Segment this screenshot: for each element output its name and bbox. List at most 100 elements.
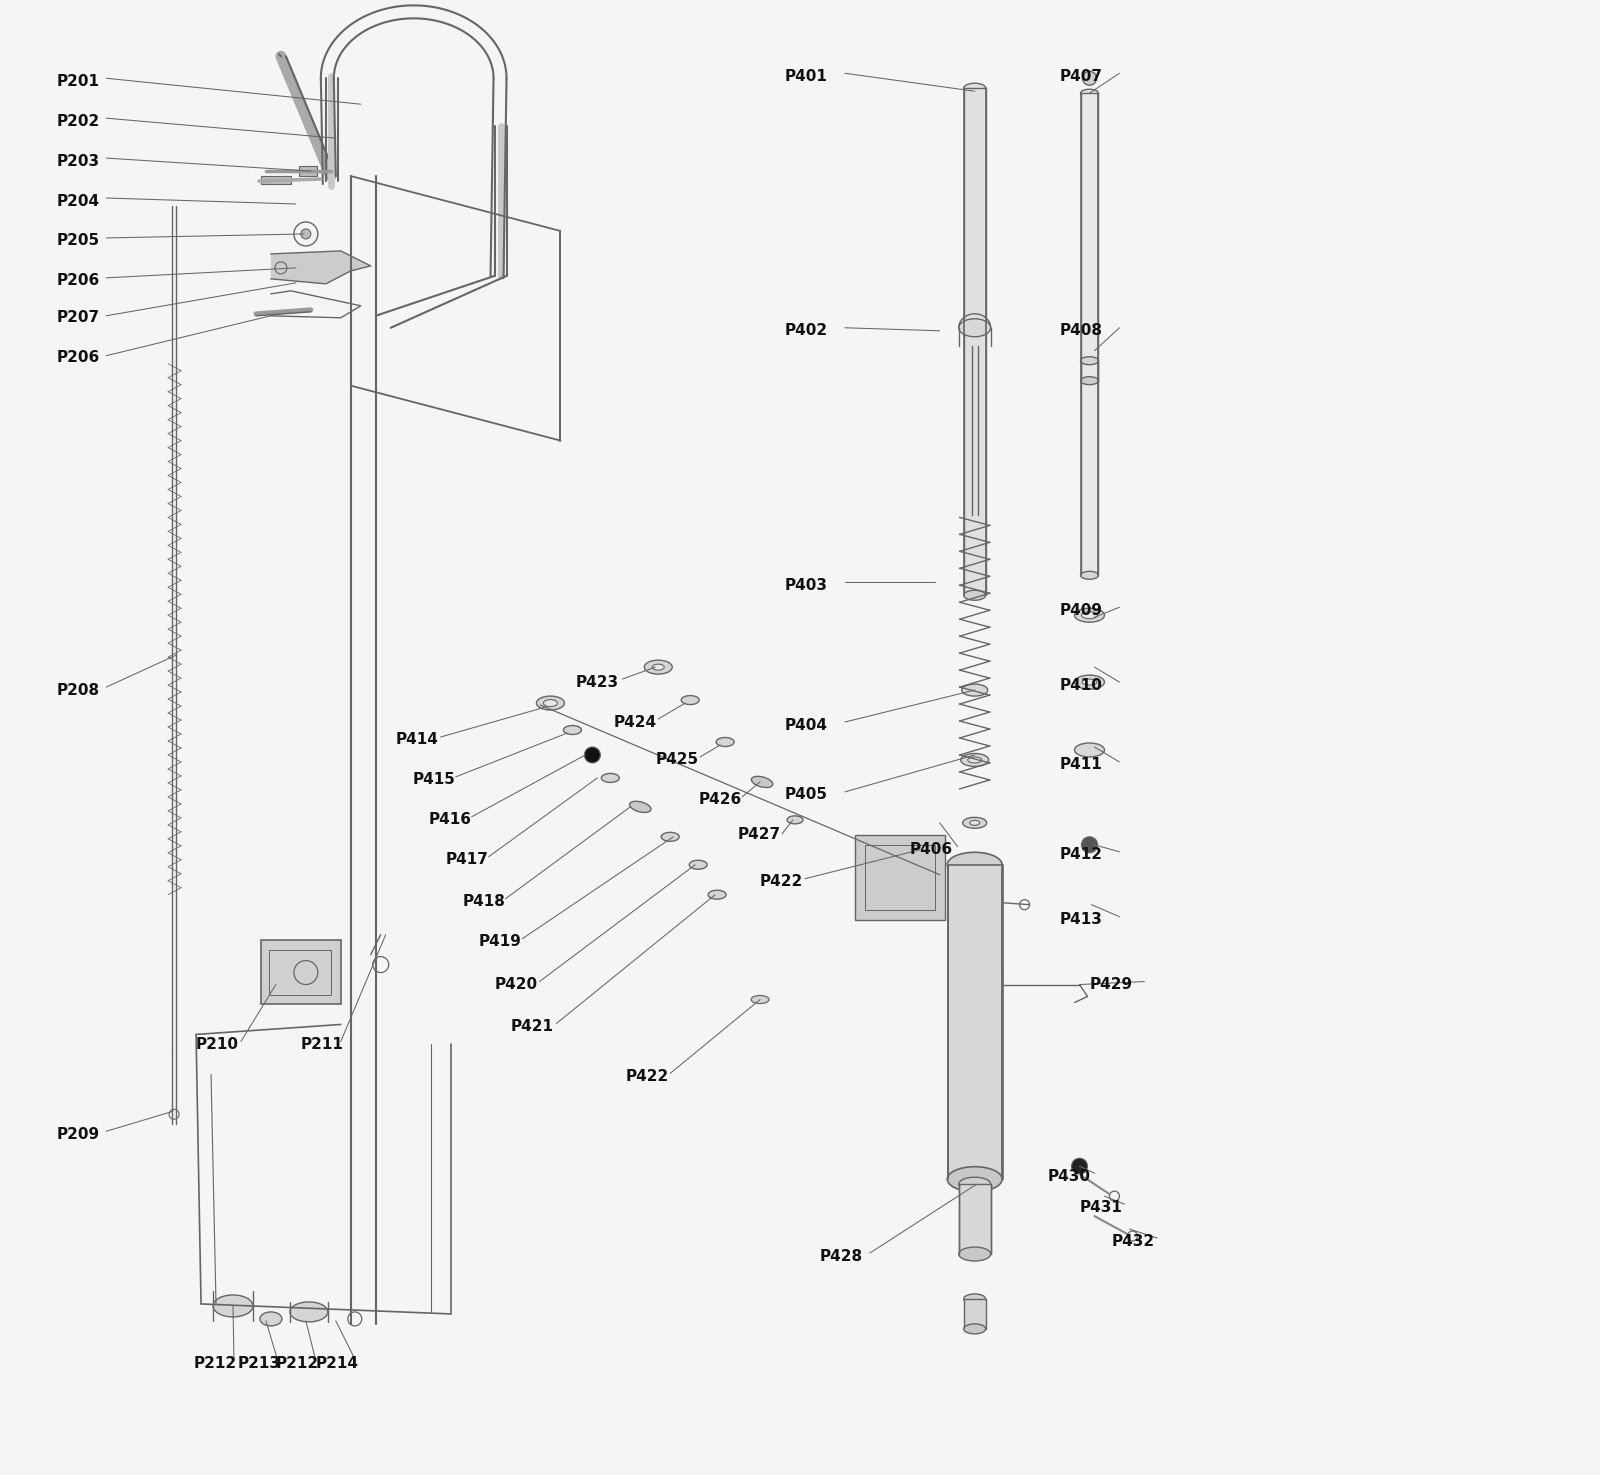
Text: P421: P421 — [510, 1019, 554, 1034]
Text: P432: P432 — [1112, 1233, 1155, 1248]
Text: P207: P207 — [56, 310, 99, 326]
Ellipse shape — [290, 1302, 328, 1322]
Ellipse shape — [958, 319, 990, 336]
Ellipse shape — [963, 817, 987, 829]
Text: P212: P212 — [275, 1357, 318, 1372]
Ellipse shape — [968, 757, 982, 763]
Text: P407: P407 — [1059, 69, 1102, 84]
Text: P417: P417 — [446, 853, 488, 867]
Ellipse shape — [752, 776, 773, 788]
Ellipse shape — [947, 1167, 1002, 1192]
Ellipse shape — [787, 816, 803, 825]
Ellipse shape — [629, 801, 651, 813]
Text: P419: P419 — [478, 934, 522, 948]
Circle shape — [584, 746, 600, 763]
Circle shape — [301, 229, 310, 239]
Text: P214: P214 — [315, 1357, 358, 1372]
Text: P423: P423 — [576, 674, 619, 690]
Text: P202: P202 — [56, 114, 99, 128]
Text: P414: P414 — [395, 733, 438, 748]
Ellipse shape — [690, 860, 707, 869]
Ellipse shape — [960, 754, 989, 767]
Ellipse shape — [544, 699, 557, 707]
Ellipse shape — [958, 1177, 990, 1192]
Text: P425: P425 — [656, 752, 698, 767]
Text: P422: P422 — [760, 875, 803, 889]
Ellipse shape — [962, 684, 987, 696]
Text: P209: P209 — [56, 1127, 99, 1142]
Text: P208: P208 — [56, 683, 99, 698]
Ellipse shape — [536, 696, 565, 709]
Ellipse shape — [970, 820, 979, 826]
Text: P212: P212 — [194, 1357, 237, 1372]
Text: P427: P427 — [738, 827, 781, 842]
Text: P205: P205 — [56, 233, 99, 248]
Circle shape — [275, 263, 286, 274]
Ellipse shape — [717, 738, 734, 746]
Text: P403: P403 — [786, 578, 829, 593]
Polygon shape — [270, 251, 371, 283]
Ellipse shape — [750, 996, 770, 1003]
Text: P409: P409 — [1059, 603, 1102, 618]
Text: P412: P412 — [1059, 847, 1102, 863]
Ellipse shape — [1082, 612, 1098, 618]
Ellipse shape — [213, 1295, 253, 1317]
Ellipse shape — [958, 1246, 990, 1261]
Text: P410: P410 — [1059, 677, 1102, 693]
Text: P406: P406 — [910, 842, 954, 857]
Text: P426: P426 — [698, 792, 741, 807]
Bar — [866, 845, 934, 910]
Ellipse shape — [645, 661, 672, 674]
Ellipse shape — [1080, 376, 1099, 385]
Ellipse shape — [963, 1294, 986, 1304]
Ellipse shape — [602, 773, 619, 782]
Ellipse shape — [947, 853, 1002, 878]
Text: P428: P428 — [819, 1248, 862, 1264]
Bar — [269, 950, 331, 994]
Text: P401: P401 — [786, 69, 827, 84]
Ellipse shape — [1075, 743, 1104, 757]
Text: P415: P415 — [413, 773, 456, 788]
Bar — [963, 88, 986, 596]
Text: P213: P213 — [238, 1357, 282, 1372]
Text: P420: P420 — [494, 976, 538, 993]
Text: P210: P210 — [197, 1037, 238, 1052]
Text: P408: P408 — [1059, 323, 1102, 338]
Bar — [1080, 93, 1099, 575]
Text: P206: P206 — [56, 273, 99, 288]
Text: P422: P422 — [626, 1069, 669, 1084]
Text: P211: P211 — [301, 1037, 344, 1052]
Bar — [261, 940, 341, 1004]
Text: P204: P204 — [56, 193, 99, 208]
Ellipse shape — [661, 832, 680, 841]
Text: P430: P430 — [1048, 1168, 1091, 1183]
Ellipse shape — [563, 726, 581, 735]
Text: P404: P404 — [786, 717, 829, 733]
Bar — [963, 1299, 986, 1329]
Ellipse shape — [1080, 88, 1099, 97]
Text: P206: P206 — [56, 350, 99, 366]
Text: P405: P405 — [786, 788, 829, 802]
Circle shape — [1082, 836, 1098, 853]
Text: P431: P431 — [1080, 1199, 1122, 1214]
Ellipse shape — [963, 1325, 986, 1333]
Text: P416: P416 — [429, 813, 472, 827]
Ellipse shape — [1075, 608, 1104, 622]
Ellipse shape — [653, 664, 664, 670]
Text: P203: P203 — [56, 153, 99, 168]
Text: P201: P201 — [56, 74, 99, 88]
Bar — [958, 1184, 990, 1254]
Ellipse shape — [1080, 357, 1099, 364]
Bar — [261, 176, 291, 184]
Ellipse shape — [682, 696, 699, 705]
Text: P418: P418 — [462, 894, 506, 909]
Ellipse shape — [709, 891, 726, 900]
Ellipse shape — [963, 83, 986, 93]
Text: P413: P413 — [1059, 912, 1102, 928]
Ellipse shape — [1075, 676, 1104, 689]
Ellipse shape — [1082, 678, 1098, 684]
Ellipse shape — [1080, 571, 1099, 580]
Text: P424: P424 — [613, 714, 656, 730]
Bar — [947, 864, 1003, 1179]
Bar — [299, 167, 317, 176]
